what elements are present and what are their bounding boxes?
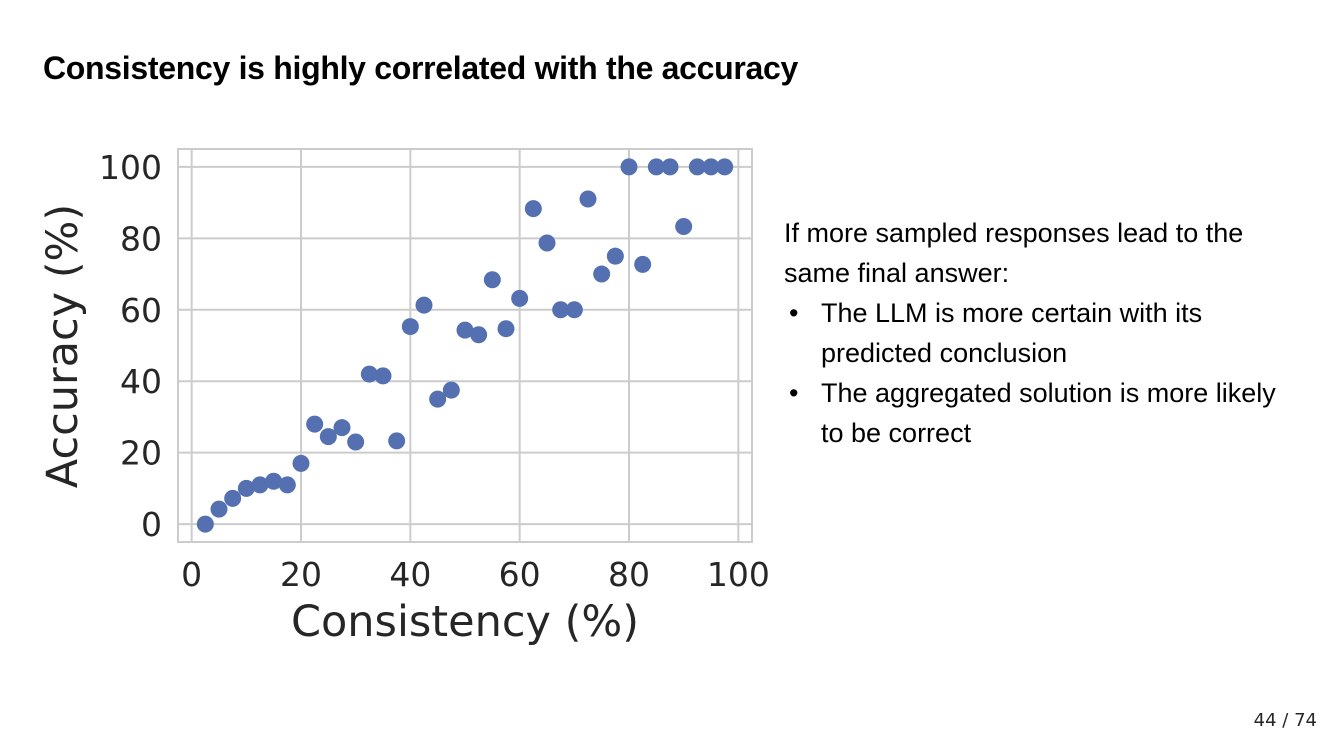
- data-point: [388, 432, 406, 450]
- data-point: [319, 428, 337, 446]
- data-point: [210, 500, 228, 518]
- x-axis-label: Consistency (%): [291, 597, 639, 647]
- data-point: [292, 454, 310, 472]
- data-point: [688, 158, 706, 176]
- data-point: [470, 326, 488, 344]
- data-point: [224, 489, 242, 507]
- data-point: [456, 321, 474, 339]
- x-tick-label: 20: [280, 555, 322, 594]
- data-point: [401, 318, 419, 336]
- data-point: [374, 367, 392, 385]
- data-point: [429, 390, 447, 408]
- data-point: [634, 255, 652, 273]
- data-point: [552, 301, 570, 319]
- data-points: [196, 158, 734, 533]
- y-tick-label: 100: [99, 148, 162, 187]
- x-tick-label: 60: [499, 555, 541, 594]
- y-tick-label: 40: [120, 362, 162, 401]
- data-point: [333, 419, 351, 437]
- y-axis-label: Accuracy (%): [38, 204, 88, 488]
- y-tick-label: 80: [120, 219, 162, 258]
- intro-text: If more sampled responses lead to the sa…: [784, 218, 1244, 288]
- y-tick-label: 20: [120, 434, 162, 473]
- data-point: [565, 301, 583, 319]
- data-point: [647, 158, 665, 176]
- bullet-item: The aggregated solution is more likely t…: [784, 373, 1284, 453]
- data-point: [702, 158, 720, 176]
- data-point: [306, 415, 324, 433]
- data-point: [511, 289, 529, 307]
- x-tick-label: 80: [608, 555, 650, 594]
- data-point: [251, 476, 269, 494]
- data-point: [661, 158, 679, 176]
- scatter-chart: 0 20 40 60 80 100 0 20 40 60 80 100 Consistency (%…: [38, 148, 770, 647]
- x-tick-label: 0: [181, 555, 202, 594]
- bullet-item: The LLM is more certain with its predict…: [784, 293, 1284, 373]
- data-point: [265, 472, 283, 490]
- data-point: [579, 190, 597, 208]
- data-point: [483, 271, 501, 289]
- page-number: 44 / 74: [1253, 710, 1317, 731]
- y-tick-labels: 0 20 40 60 80 100: [99, 148, 162, 544]
- grid: [178, 149, 752, 542]
- y-tick-label: 0: [141, 505, 162, 544]
- data-point: [442, 381, 460, 399]
- data-point: [360, 365, 378, 383]
- data-point: [620, 158, 638, 176]
- data-point: [524, 200, 542, 218]
- x-tick-labels: 0 20 40 60 80 100: [181, 555, 770, 594]
- data-point: [497, 320, 515, 338]
- data-point: [675, 218, 693, 236]
- data-point: [716, 158, 734, 176]
- data-point: [415, 296, 433, 314]
- y-tick-label: 60: [120, 291, 162, 330]
- x-tick-label: 40: [389, 555, 431, 594]
- bullet-list: The LLM is more certain with its predict…: [784, 293, 1284, 453]
- data-point: [606, 247, 624, 265]
- x-tick-label: 100: [707, 555, 770, 594]
- data-point: [593, 265, 611, 283]
- explanation-text: If more sampled responses lead to the sa…: [784, 213, 1284, 453]
- data-point: [278, 476, 296, 494]
- data-point: [237, 479, 255, 497]
- data-point: [196, 515, 214, 533]
- slide-title: Consistency is highly correlated with th…: [43, 50, 799, 86]
- data-point: [347, 433, 365, 451]
- data-point: [538, 234, 556, 252]
